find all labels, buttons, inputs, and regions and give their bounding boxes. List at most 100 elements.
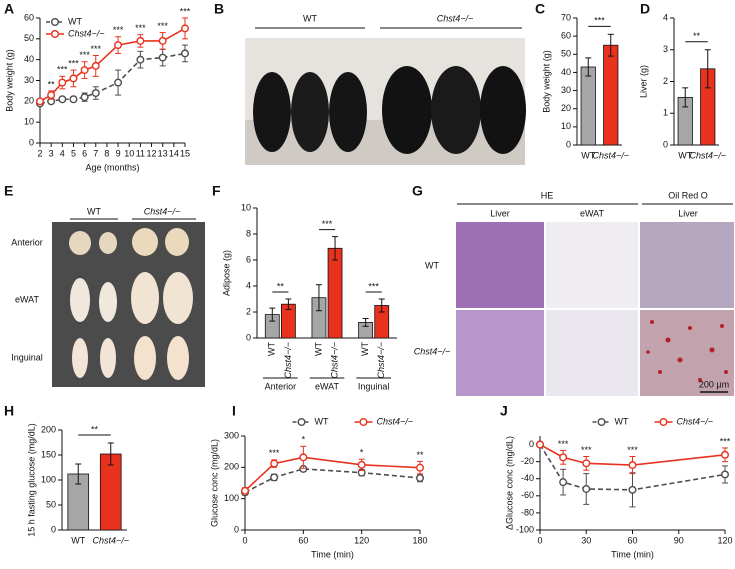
point	[136, 55, 145, 64]
tissue	[134, 336, 156, 380]
panel-e: E WT Chst4−/− Anterior eWAT Inguinal	[4, 183, 205, 387]
series-line	[39, 27, 186, 103]
point	[114, 41, 123, 50]
y-tick-label: 70	[561, 12, 571, 22]
bar	[327, 247, 343, 339]
significance: ***	[68, 58, 79, 68]
legend-label: Chst4−/−	[377, 416, 414, 426]
column-label: Liver	[678, 208, 698, 218]
point	[69, 74, 78, 83]
point	[158, 36, 167, 45]
point	[180, 49, 189, 58]
y-tick-label: 0	[234, 524, 239, 534]
group-label: Chst4−/−	[437, 13, 474, 23]
mouse	[329, 72, 367, 152]
y-tick-label: 20	[24, 96, 34, 106]
point	[559, 478, 568, 487]
tissue	[69, 231, 91, 255]
row-label: Inguinal	[11, 352, 43, 362]
tissue	[132, 228, 158, 256]
column-label: WT	[87, 206, 101, 216]
point	[582, 459, 591, 468]
x-tick-label: 3	[49, 148, 54, 158]
column-label: Liver	[490, 208, 510, 218]
x-tick-label: Anterior	[265, 381, 297, 391]
y-tick-label: 1	[663, 108, 668, 118]
x-tick-label: 2	[37, 148, 42, 158]
x-tick-label: 13	[158, 148, 168, 158]
y-tick-label: 50	[24, 33, 34, 43]
x-tick-label: 8	[104, 148, 109, 158]
point	[416, 463, 425, 472]
x-tick-label: eWAT	[315, 381, 340, 391]
significance: ***	[135, 23, 146, 33]
legend-marker	[597, 418, 606, 427]
series-label: WT	[267, 342, 277, 356]
y-tick-label: 0	[663, 139, 668, 149]
legend-marker	[297, 418, 306, 427]
legend-label: WT	[315, 416, 329, 426]
y-tick-label: 50	[561, 49, 571, 59]
x-tick-label: 7	[93, 148, 98, 158]
x-tick-label: WT	[678, 150, 692, 160]
point	[270, 473, 279, 482]
point	[80, 93, 89, 102]
panel-letter: J	[500, 403, 508, 419]
legend-marker	[659, 418, 668, 427]
y-tick-label: 200	[224, 462, 239, 472]
column-label: Chst4−/−	[144, 206, 181, 216]
point	[180, 24, 189, 33]
y-tick-label: 10	[241, 202, 251, 212]
series-label: WT	[360, 342, 370, 356]
tissue	[163, 272, 193, 324]
point	[136, 36, 145, 45]
y-tick-label: 10	[24, 117, 34, 127]
x-tick-label: Chst4−/−	[689, 150, 726, 160]
point	[721, 450, 730, 459]
tissue	[72, 338, 88, 378]
y-tick-label: 10	[561, 121, 571, 131]
x-tick-label: 90	[674, 535, 684, 545]
series-label: Chst4−/−	[329, 342, 339, 379]
significance: ***	[594, 16, 605, 26]
x-tick-label: 0	[537, 535, 542, 545]
significance: ***	[368, 281, 379, 291]
panel-letter: C	[535, 1, 545, 17]
point	[721, 470, 730, 479]
significance: **	[693, 31, 701, 41]
y-tick-label: 60	[24, 12, 34, 22]
tissue	[131, 272, 159, 324]
y-axis-label: Body weight (g)	[541, 50, 551, 113]
tissue	[99, 232, 117, 254]
y-tick-label: -60	[521, 490, 534, 500]
significance: ***	[269, 448, 280, 458]
y-tick-label: 20	[561, 103, 571, 113]
row-label: Anterior	[11, 237, 43, 247]
y-tick-label: -100	[516, 524, 534, 534]
x-tick-label: 60	[627, 535, 637, 545]
y-tick-label: 50	[46, 499, 56, 509]
x-axis-label: Age (months)	[85, 162, 139, 172]
x-tick-label: 180	[412, 535, 427, 545]
point	[47, 91, 56, 100]
y-axis-label: Body weight (g)	[4, 49, 14, 112]
y-tick-label: -80	[521, 507, 534, 517]
significance: ***	[91, 44, 102, 54]
panel-letter: E	[4, 183, 13, 199]
point	[416, 473, 425, 482]
y-tick-label: 60	[561, 31, 571, 41]
x-tick-label: 120	[717, 535, 732, 545]
significance: *	[302, 435, 306, 445]
mouse	[382, 66, 432, 154]
micrograph	[456, 310, 544, 396]
point	[559, 453, 568, 462]
group-label: WT	[303, 13, 317, 23]
mouse	[291, 72, 329, 152]
y-axis-label: ΔGlucose conc (mg/dL)	[504, 436, 514, 530]
series-label: Chst4−/−	[376, 342, 386, 379]
mouse	[253, 72, 291, 152]
row-label: eWAT	[15, 294, 40, 304]
legend-marker	[359, 418, 368, 427]
point	[91, 61, 100, 70]
